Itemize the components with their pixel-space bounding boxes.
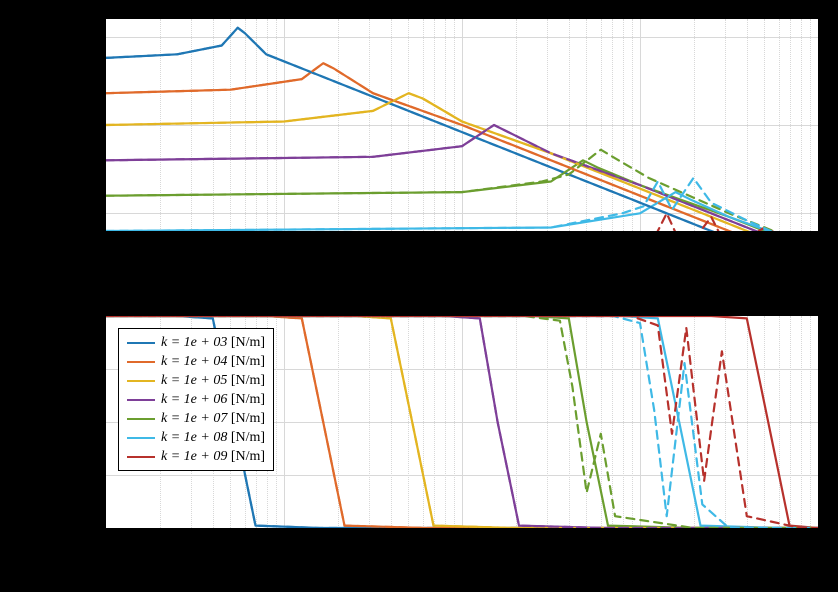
legend-item: k = 1e + 05 [N/m]	[127, 371, 265, 390]
x-axis-label: Frequency [Hz]	[411, 557, 512, 575]
legend-item: k = 1e + 09 [N/m]	[127, 447, 265, 466]
legend-swatch	[127, 361, 155, 363]
series-line	[106, 228, 818, 263]
figure: -150 -100 -50 Magnitude [m/N] k = 1e + 03 [N…	[0, 0, 838, 592]
series-line	[106, 213, 818, 301]
series-line	[106, 125, 818, 256]
y-tick-label: -50	[78, 28, 97, 44]
series-line	[106, 178, 818, 252]
series-line	[106, 150, 818, 249]
series-line	[106, 93, 818, 259]
phase-panel: k = 1e + 03 [N/m] k = 1e + 04 [N/m] k = 1e…	[105, 315, 819, 529]
x-tick-label: 104	[807, 533, 827, 554]
legend-item: k = 1e + 07 [N/m]	[127, 409, 265, 428]
legend: k = 1e + 03 [N/m] k = 1e + 04 [N/m] k = 1e…	[118, 328, 274, 471]
y-tick-label: -90	[78, 413, 97, 429]
legend-swatch	[127, 399, 155, 401]
legend-label: k = 1e + 07 [N/m]	[161, 411, 265, 427]
legend-label: k = 1e + 04 [N/m]	[161, 354, 265, 370]
legend-item: k = 1e + 08 [N/m]	[127, 428, 265, 447]
series-line	[106, 63, 818, 266]
legend-swatch	[127, 456, 155, 458]
y-tick-label: -135	[71, 466, 97, 482]
legend-swatch	[127, 437, 155, 439]
legend-label: k = 1e + 05 [N/m]	[161, 373, 265, 389]
magnitude-lines	[106, 19, 818, 231]
legend-swatch	[127, 342, 155, 344]
x-tick-label: 103	[629, 533, 649, 554]
magnitude-panel	[105, 18, 819, 232]
legend-label: k = 1e + 06 [N/m]	[161, 392, 265, 408]
series-line	[106, 93, 818, 259]
y-tick-label: 0	[90, 307, 97, 323]
legend-item: k = 1e + 06 [N/m]	[127, 390, 265, 409]
series-line	[106, 125, 818, 256]
x-tick-label: 100	[95, 533, 115, 554]
legend-item: k = 1e + 03 [N/m]	[127, 333, 265, 352]
y-tick-label: -150	[71, 204, 97, 220]
series-line	[106, 192, 818, 249]
series-line	[106, 28, 818, 274]
phase-ylabel: Phase [deg]	[36, 401, 54, 476]
series-line	[106, 28, 818, 274]
y-tick-label: -45	[78, 360, 97, 376]
y-tick-label: -180	[71, 519, 97, 535]
x-tick-label: 102	[451, 533, 471, 554]
legend-label: k = 1e + 03 [N/m]	[161, 335, 265, 351]
legend-swatch	[127, 418, 155, 420]
legend-swatch	[127, 380, 155, 382]
legend-label: k = 1e + 09 [N/m]	[161, 449, 265, 465]
legend-item: k = 1e + 04 [N/m]	[127, 352, 265, 371]
y-tick-label: -100	[71, 116, 97, 132]
series-line	[106, 160, 818, 252]
magnitude-ylabel: Magnitude [m/N]	[36, 86, 54, 198]
series-line	[106, 63, 818, 266]
legend-label: k = 1e + 08 [N/m]	[161, 430, 265, 446]
x-tick-label: 101	[273, 533, 293, 554]
